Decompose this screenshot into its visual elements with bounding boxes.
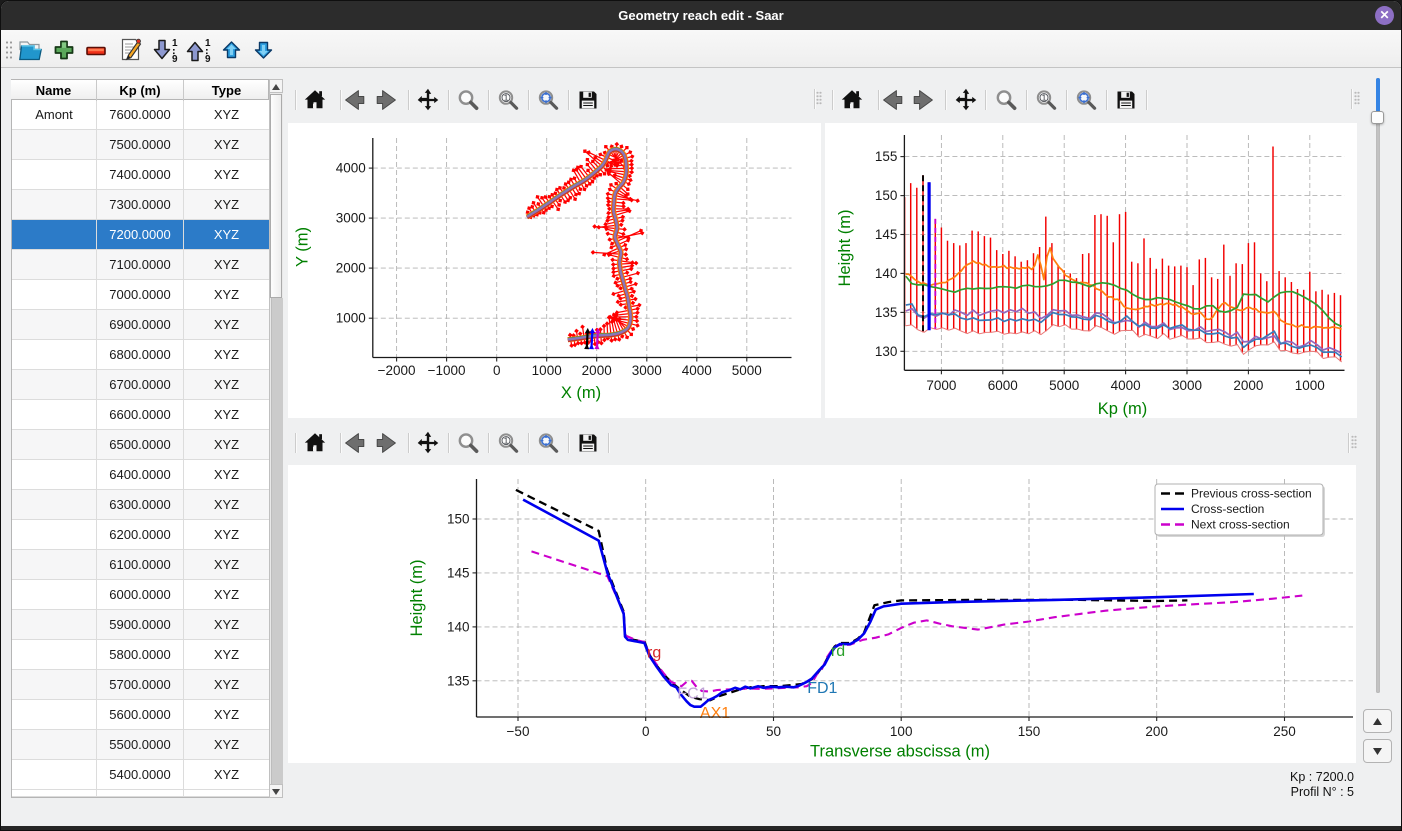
svg-text:Height (m): Height (m) xyxy=(408,559,426,636)
svg-text:150: 150 xyxy=(447,512,470,527)
svg-text:rg: rg xyxy=(647,645,661,662)
svg-text:2000: 2000 xyxy=(336,261,366,276)
svg-text:140: 140 xyxy=(875,266,898,281)
svg-text:3000: 3000 xyxy=(632,363,662,378)
svg-text:3000: 3000 xyxy=(1172,378,1202,393)
svg-text:1000: 1000 xyxy=(532,363,562,378)
svg-text:−50: −50 xyxy=(507,724,530,739)
svg-text:4000: 4000 xyxy=(336,161,366,176)
svg-text:5000: 5000 xyxy=(732,363,762,378)
svg-text:200: 200 xyxy=(1145,724,1168,739)
svg-text:1: 1 xyxy=(504,436,509,446)
svg-text:1000: 1000 xyxy=(1295,378,1325,393)
svg-text:145: 145 xyxy=(447,565,470,580)
svg-text:2000: 2000 xyxy=(582,363,612,378)
svg-text:4000: 4000 xyxy=(682,363,712,378)
svg-text:1: 1 xyxy=(172,38,178,49)
svg-text:9: 9 xyxy=(172,54,178,64)
svg-text:4000: 4000 xyxy=(1111,378,1141,393)
svg-text:6000: 6000 xyxy=(988,378,1018,393)
svg-text:0: 0 xyxy=(493,363,501,378)
svg-text:7000: 7000 xyxy=(926,378,956,393)
svg-text:1: 1 xyxy=(205,38,211,49)
svg-text:Transverse abscissa (m): Transverse abscissa (m) xyxy=(810,743,990,761)
svg-text:145: 145 xyxy=(875,227,898,242)
svg-text:Height (m): Height (m) xyxy=(836,209,854,286)
svg-text:130: 130 xyxy=(875,344,898,359)
svg-text:Y (m): Y (m) xyxy=(294,227,312,267)
svg-text:Cross-section: Cross-section xyxy=(1191,502,1264,516)
svg-text:FD1: FD1 xyxy=(807,680,837,697)
svg-text:100: 100 xyxy=(890,724,913,739)
svg-text:−1000: −1000 xyxy=(428,363,466,378)
svg-text:−2000: −2000 xyxy=(378,363,416,378)
svg-text:Previous cross-section: Previous cross-section xyxy=(1191,487,1312,501)
svg-text:Kp (m): Kp (m) xyxy=(1098,400,1148,418)
svg-text:155: 155 xyxy=(875,149,898,164)
svg-text:Next cross-section: Next cross-section xyxy=(1191,518,1290,532)
svg-text:rd: rd xyxy=(831,643,845,660)
svg-text:AX1: AX1 xyxy=(700,705,730,722)
svg-text:250: 250 xyxy=(1273,724,1296,739)
svg-text:1: 1 xyxy=(1041,92,1046,102)
svg-text:150: 150 xyxy=(875,188,898,203)
svg-text:50: 50 xyxy=(766,724,781,739)
svg-text:1000: 1000 xyxy=(336,311,366,326)
svg-text:FC1: FC1 xyxy=(677,686,707,703)
svg-text:2000: 2000 xyxy=(1233,378,1263,393)
svg-text:5000: 5000 xyxy=(1049,378,1079,393)
svg-text:140: 140 xyxy=(447,619,470,634)
svg-text:1: 1 xyxy=(504,92,509,102)
svg-text:X (m): X (m) xyxy=(561,384,601,402)
svg-text:9: 9 xyxy=(205,54,211,64)
svg-text:3000: 3000 xyxy=(336,211,366,226)
svg-text:135: 135 xyxy=(875,305,898,320)
svg-text:0: 0 xyxy=(642,724,650,739)
svg-text:135: 135 xyxy=(447,673,470,688)
svg-text:150: 150 xyxy=(1018,724,1041,739)
